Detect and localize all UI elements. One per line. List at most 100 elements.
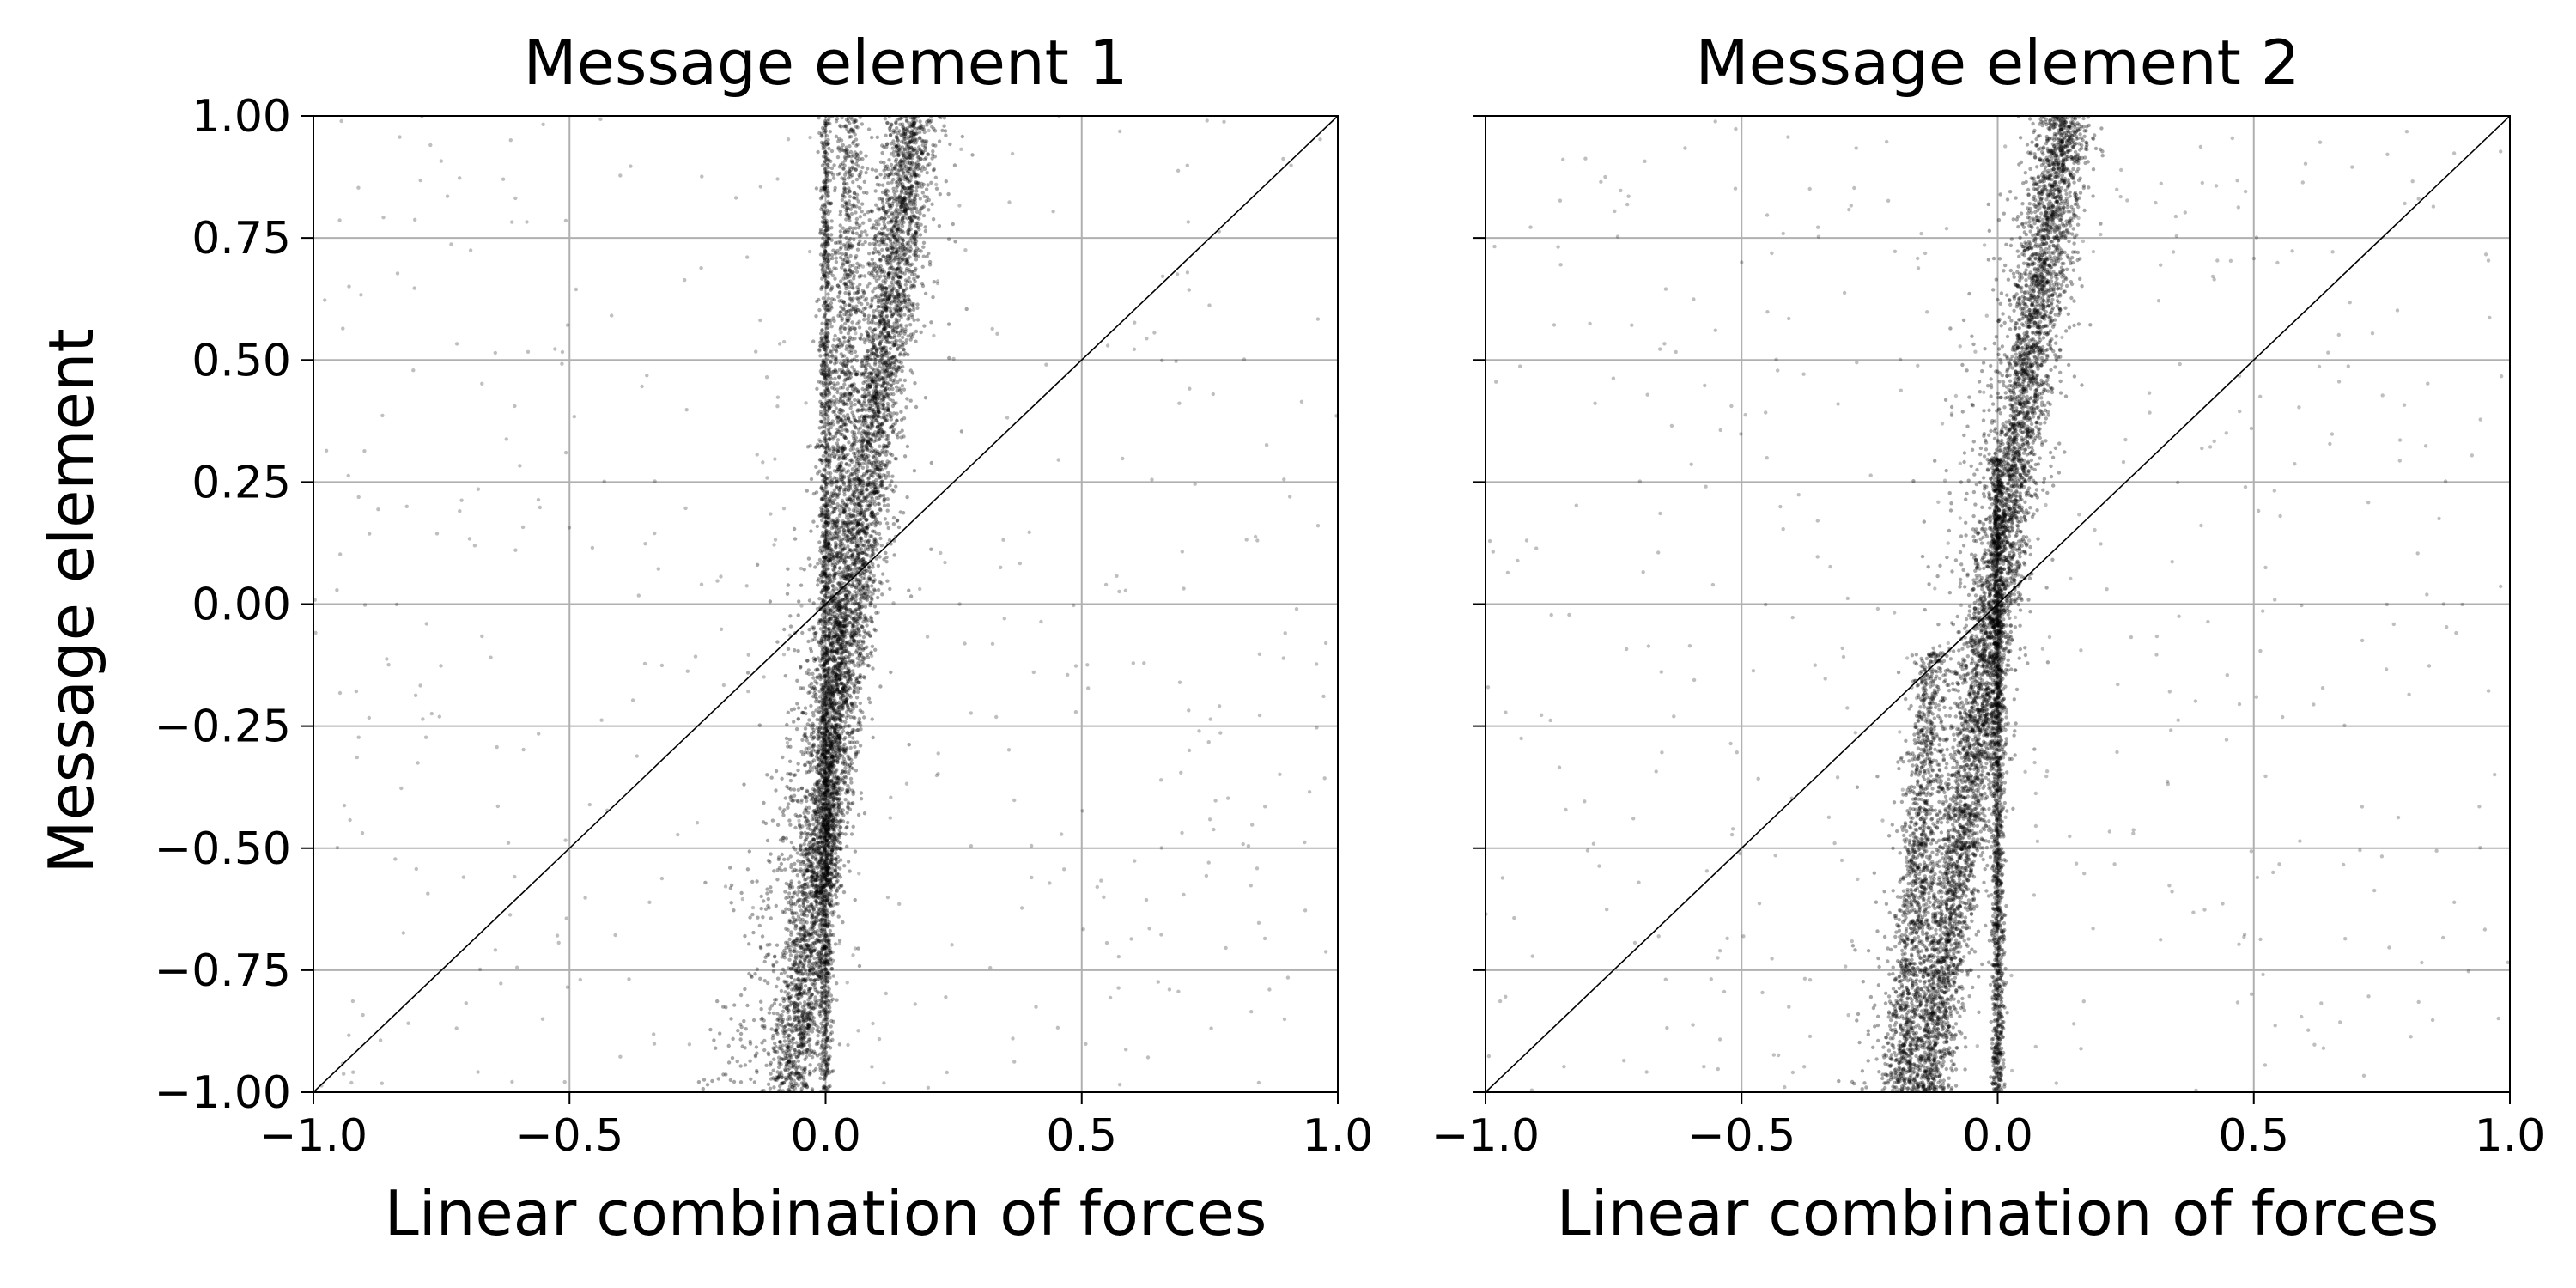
scatter-point [876, 394, 881, 398]
scatter-point [858, 597, 862, 601]
scatter-point [931, 217, 936, 222]
scatter-point [894, 307, 898, 312]
scatter-point [886, 175, 890, 179]
scatter-point [804, 1040, 809, 1045]
scatter-point [873, 189, 878, 193]
scatter-point [825, 844, 830, 848]
scatter-point [811, 1002, 816, 1006]
scatter-point [860, 449, 864, 453]
scatter-point [858, 587, 862, 592]
scatter-point [885, 508, 890, 513]
scatter-point [919, 125, 923, 130]
scatter-point [909, 150, 914, 155]
scatter-point [836, 692, 841, 696]
scatter-point [878, 309, 883, 313]
scatter-point [867, 252, 872, 256]
scatter-point [820, 820, 825, 824]
scatter-point [913, 216, 917, 220]
scatter-point [878, 389, 883, 393]
scatter-point [898, 149, 902, 153]
scatter-point [827, 817, 831, 823]
scatter-point [793, 959, 797, 963]
scatter-point [860, 461, 865, 465]
scatter-point [851, 801, 855, 805]
scatter-point [906, 136, 911, 141]
scatter-point [816, 1030, 821, 1034]
scatter-point [856, 543, 861, 548]
scatter-point [831, 820, 836, 825]
scatter-point [885, 503, 890, 507]
scatter-point [829, 531, 833, 536]
scatter-point [851, 790, 856, 794]
scatter-point [915, 306, 920, 310]
scatter-point [911, 129, 915, 134]
scatter-point [788, 953, 793, 957]
scatter-point [811, 926, 816, 930]
scatter-point [846, 714, 850, 718]
scatter-point [900, 384, 905, 388]
scatter-point [811, 742, 816, 746]
scatter-point [902, 147, 908, 151]
scatter-point [860, 521, 865, 526]
scatter-point [813, 961, 817, 965]
scatter-point [886, 237, 891, 241]
scatter-point [920, 149, 926, 155]
scatter-point [873, 629, 878, 633]
scatter-point [800, 848, 805, 853]
scatter-point [920, 138, 924, 143]
scatter-point [793, 825, 798, 830]
scatter-point [766, 1082, 771, 1087]
scatter-point [777, 1061, 781, 1066]
scatter-point [813, 848, 818, 853]
scatter-point [805, 738, 809, 743]
scatter-point [908, 185, 912, 191]
scatter-point [790, 911, 795, 916]
scatter-point [841, 707, 845, 711]
scatter-point [868, 385, 872, 389]
scatter-point [817, 706, 821, 710]
scatter-point [819, 854, 823, 859]
scatter-point [864, 533, 868, 538]
scatter-point [820, 969, 824, 973]
scatter-point [866, 630, 871, 635]
scatter-point [795, 1027, 799, 1032]
scatter-point [884, 368, 889, 373]
scatter-point [913, 381, 917, 386]
scatter-point [854, 755, 858, 759]
scatter-point [803, 896, 808, 901]
scatter-point [876, 413, 880, 418]
scatter-point [879, 216, 884, 221]
scatter-point [864, 447, 869, 452]
scatter-point [782, 1024, 787, 1030]
scatter-point [898, 292, 902, 296]
scatter-point [806, 998, 811, 1002]
scatter-point [907, 121, 911, 125]
scatter-point [859, 643, 864, 648]
scatter-point [872, 539, 877, 544]
scatter-point [862, 416, 866, 421]
scatter-point [772, 1057, 776, 1061]
scatter-point [856, 630, 861, 635]
scatter-point [787, 891, 792, 896]
scatter-point [912, 120, 916, 125]
scatter-point [876, 449, 880, 454]
scatter-point [874, 348, 878, 352]
scatter-point [816, 912, 820, 916]
scatter-point [881, 403, 885, 408]
scatter-point [865, 645, 869, 649]
scatter-point [860, 525, 866, 529]
scatter-point [876, 467, 881, 471]
scatter-point [902, 220, 906, 224]
scatter-point [809, 681, 814, 686]
scatter-point [855, 530, 860, 534]
scatter-point [874, 175, 879, 180]
scatter-point [914, 152, 919, 156]
scatter-point [913, 173, 918, 178]
scatter-point [902, 209, 906, 214]
scatter-point [914, 249, 918, 253]
scatter-point [797, 1033, 802, 1037]
scatter-point [891, 515, 896, 520]
scatter-point [868, 571, 873, 575]
scatter-point [869, 437, 873, 441]
scatter-point [836, 744, 841, 749]
